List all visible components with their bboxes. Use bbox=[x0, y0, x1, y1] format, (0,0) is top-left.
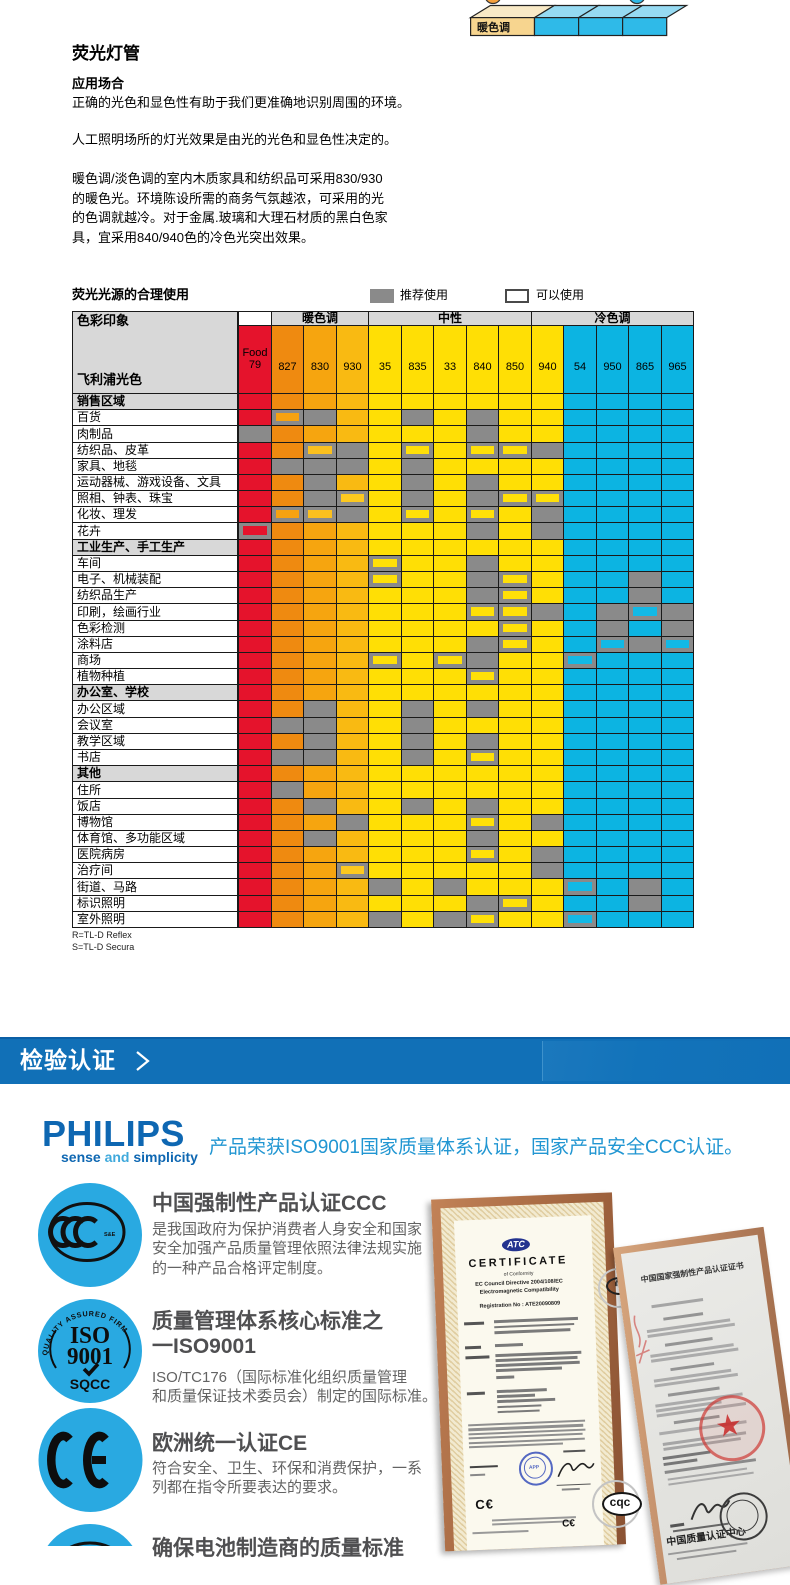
svg-text:9001: 9001 bbox=[67, 1344, 113, 1370]
svg-text:暖色调: 暖色调 bbox=[477, 20, 510, 34]
svg-text:SQCC: SQCC bbox=[70, 1376, 110, 1392]
svg-text:S&E: S&E bbox=[104, 1232, 116, 1238]
svg-text:ISO: ISO bbox=[70, 1323, 110, 1349]
